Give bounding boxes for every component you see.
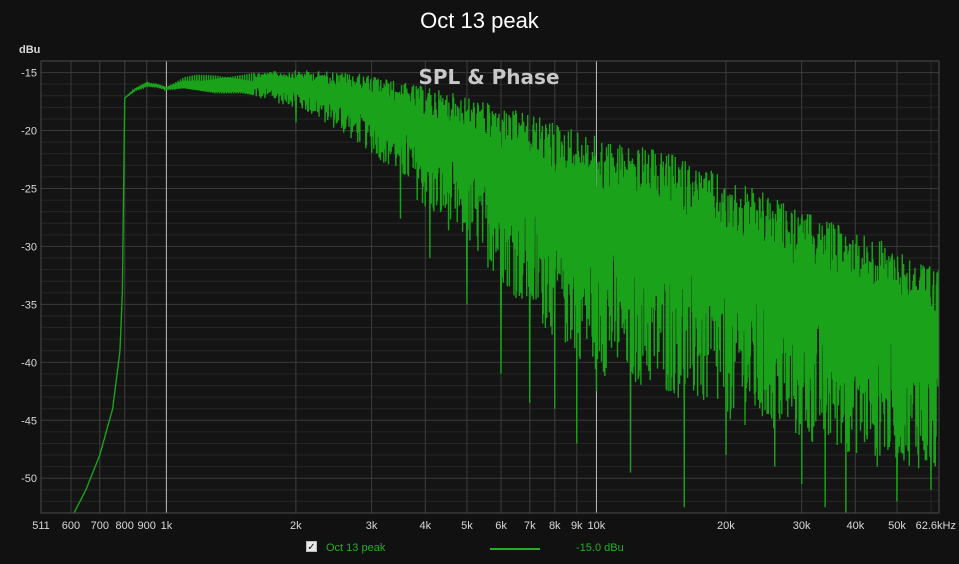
x-tick-label: 7k — [524, 520, 536, 532]
y-tick-label: -30 — [21, 241, 37, 253]
x-tick-label: 3k — [366, 520, 378, 532]
y-tick-label: -40 — [21, 357, 37, 369]
y-tick-label: -20 — [21, 126, 37, 138]
x-tick-label: 40k — [846, 520, 864, 532]
legend-checkbox[interactable]: ✓ — [306, 541, 317, 553]
y-tick-label: -45 — [21, 415, 37, 427]
x-tick-label: 6k — [495, 520, 507, 532]
y-tick-label: -35 — [21, 299, 37, 311]
series-line-oct-13-peak — [73, 70, 939, 513]
x-tick-label: 511 — [32, 520, 50, 532]
y-tick-labels: -15 -20 -25 -30 -35 -40 -45 -50 — [21, 68, 37, 486]
x-tick-label: 9k — [571, 520, 583, 532]
legend-line-swatch — [490, 548, 540, 550]
x-tick-label: 8k — [549, 520, 561, 532]
x-tick-label: 4k — [419, 520, 431, 532]
x-tick-label: 800 — [116, 520, 134, 532]
x-tick-label: 1k — [161, 520, 173, 532]
legend: ✓ Oct 13 peak -15.0 dBu — [0, 538, 959, 560]
x-tick-label: 600 — [62, 520, 80, 532]
x-tick-label: 20k — [717, 520, 735, 532]
plot-border — [40, 60, 940, 514]
legend-cursor-value: -15.0 dBu — [576, 542, 624, 554]
x-tick-labels: 511 600 700 800 900 1k 2k 3k 4k 5k 6k 7k 8k 9k 10k 20k 3… — [32, 520, 956, 532]
x-tick-label: 30k — [793, 520, 811, 532]
trace-layer — [73, 70, 939, 513]
y-tick-label: -15 — [21, 68, 37, 80]
x-tick-label: 10k — [588, 520, 606, 532]
x-tick-label: 700 — [91, 520, 109, 532]
x-tick-label: 2k — [290, 520, 302, 532]
x-tick-label: 5k — [461, 520, 473, 532]
y-tick-label: -50 — [21, 473, 37, 485]
x-tick-label: 62.6kHz — [916, 520, 956, 532]
y-tick-label: -25 — [21, 183, 37, 195]
chart-title: Oct 13 peak — [420, 8, 539, 33]
legend-series-name[interactable]: Oct 13 peak — [326, 542, 386, 554]
spl-phase-label: SPL & Phase — [418, 65, 559, 89]
x-tick-label: 50k — [888, 520, 906, 532]
x-tick-label: 900 — [138, 520, 156, 532]
y-axis-label: dBu — [19, 44, 40, 56]
